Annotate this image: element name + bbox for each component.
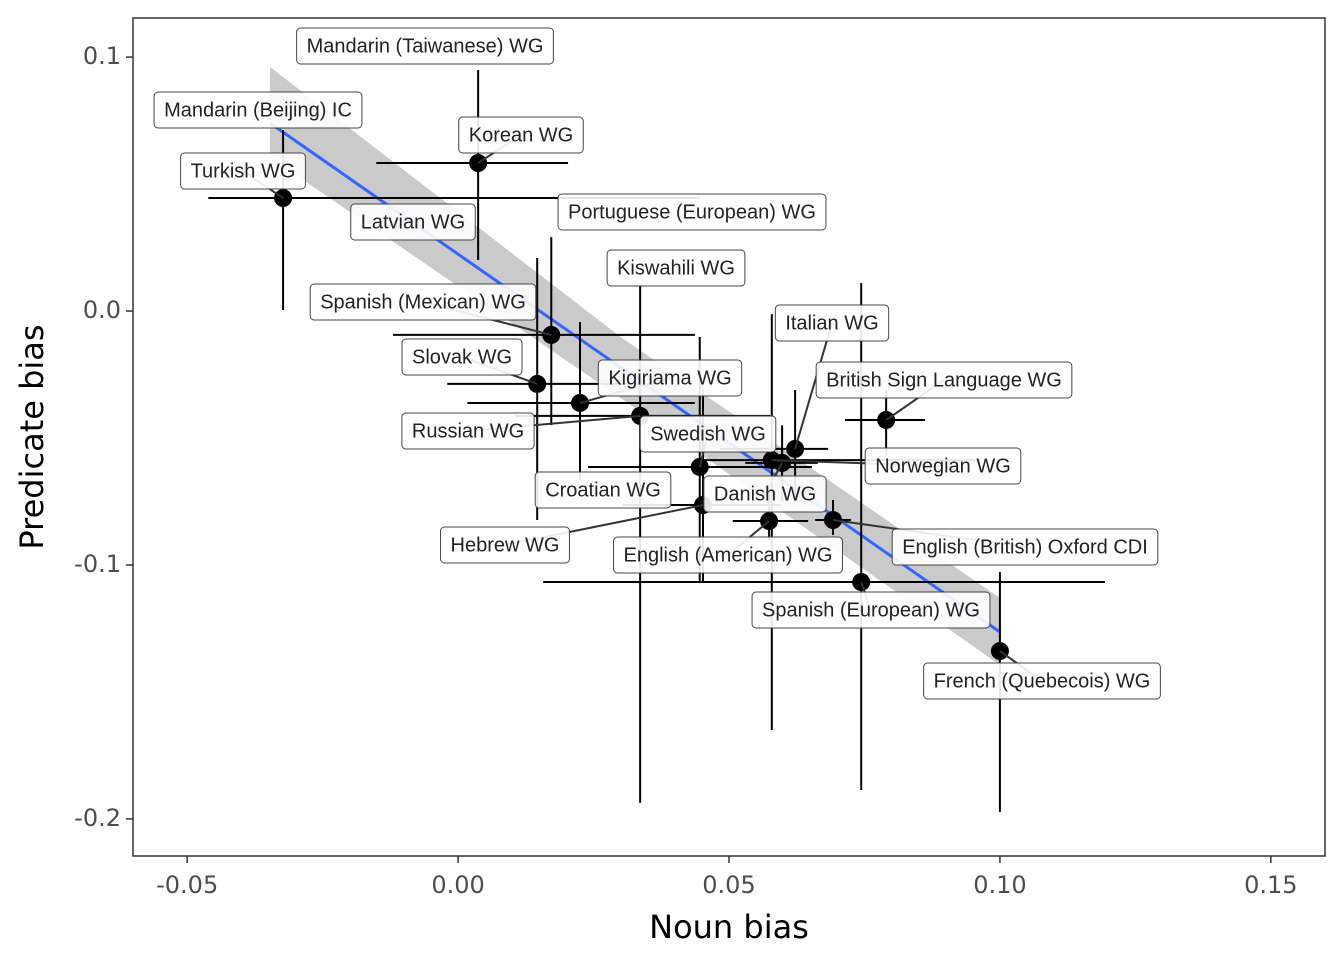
point-label: French (Quebecois) WG — [923, 662, 1161, 700]
label-box — [923, 662, 1161, 700]
label-box — [458, 116, 584, 154]
label-box — [309, 283, 537, 321]
label-box — [815, 361, 1073, 399]
point-label: Korean WG — [458, 116, 584, 154]
label-text: French (Quebecois) WG — [934, 670, 1151, 692]
y-axis-title: Predicate bias — [13, 324, 51, 549]
label-text: Spanish (Mexican) WG — [320, 291, 526, 313]
label-text: Hebrew WG — [451, 534, 560, 556]
y-tick-label: -0.1 — [74, 550, 121, 578]
label-box — [597, 359, 743, 397]
label-box — [296, 27, 554, 65]
point-label: Danish WG — [703, 475, 827, 513]
point-label: Kigiriama WG — [597, 359, 743, 397]
label-text: Russian WG — [412, 420, 524, 442]
label-box — [401, 412, 535, 450]
label-box — [350, 203, 476, 241]
label-text: Croatian WG — [545, 479, 661, 501]
point-label: Mandarin (Taiwanese) WG — [296, 27, 554, 65]
point-label: Spanish (Mexican) WG — [309, 283, 537, 321]
label-box — [864, 447, 1022, 485]
label-box — [534, 471, 672, 509]
point-label: British Sign Language WG — [815, 361, 1073, 399]
point-label: Italian WG — [774, 304, 890, 342]
label-text: British Sign Language WG — [826, 369, 1062, 391]
point-label: Kiswahili WG — [606, 249, 746, 287]
y-tick-label: -0.2 — [74, 804, 121, 832]
point-label: Croatian WG — [534, 471, 672, 509]
label-box — [153, 91, 363, 129]
label-box — [401, 338, 523, 376]
label-box — [639, 415, 777, 453]
label-text: English (American) WG — [624, 544, 833, 566]
point-label: Hebrew WG — [440, 526, 570, 564]
label-text: Mandarin (Taiwanese) WG — [307, 35, 544, 57]
label-text: Italian WG — [785, 312, 878, 334]
label-box — [440, 526, 570, 564]
x-tick-label: 0.05 — [702, 871, 755, 899]
point-label: Mandarin (Beijing) IC — [153, 91, 363, 129]
label-box — [180, 152, 306, 190]
label-text: Slovak WG — [412, 346, 512, 368]
label-text: Turkish WG — [191, 160, 296, 182]
point-label: Norwegian WG — [864, 447, 1022, 485]
label-text: Swedish WG — [650, 423, 766, 445]
label-connector — [794, 322, 833, 450]
x-tick-label: 0.15 — [1244, 871, 1297, 899]
label-text: Spanish (European) WG — [762, 599, 980, 621]
label-text: Mandarin (Beijing) IC — [164, 99, 352, 121]
label-text: Portuguese (European) WG — [568, 201, 816, 223]
point-label: Russian WG — [401, 412, 535, 450]
y-tick-label: 0.1 — [83, 42, 121, 70]
label-box — [891, 528, 1159, 566]
label-text: Korean WG — [469, 124, 573, 146]
label-text: English (British) Oxford CDI — [902, 536, 1148, 558]
label-text: Norwegian WG — [875, 455, 1011, 477]
y-tick-label: 0.0 — [83, 296, 121, 324]
point-label: Slovak WG — [401, 338, 523, 376]
label-box — [606, 249, 746, 287]
label-box — [774, 304, 890, 342]
x-tick-label: 0.10 — [973, 871, 1026, 899]
label-box — [613, 536, 843, 574]
x-tick-label: 0.00 — [431, 871, 484, 899]
point-label: Swedish WG — [639, 415, 777, 453]
x-axis-title: Noun bias — [649, 908, 809, 946]
point-label: Latvian WG — [350, 203, 476, 241]
x-tick-label: -0.05 — [156, 871, 218, 899]
label-text: Kiswahili WG — [617, 257, 735, 279]
point-label: Portuguese (European) WG — [557, 193, 827, 231]
point-label: English (American) WG — [613, 536, 843, 574]
point-label: English (British) Oxford CDI — [891, 528, 1159, 566]
point-label: Turkish WG — [180, 152, 306, 190]
point-label: Spanish (European) WG — [751, 591, 991, 629]
label-box — [557, 193, 827, 231]
label-text: Kigiriama WG — [608, 367, 731, 389]
label-box — [703, 475, 827, 513]
label-box — [751, 591, 991, 629]
plot-border — [132, 17, 1326, 857]
label-text: Latvian WG — [361, 211, 465, 233]
label-text: Danish WG — [714, 483, 816, 505]
